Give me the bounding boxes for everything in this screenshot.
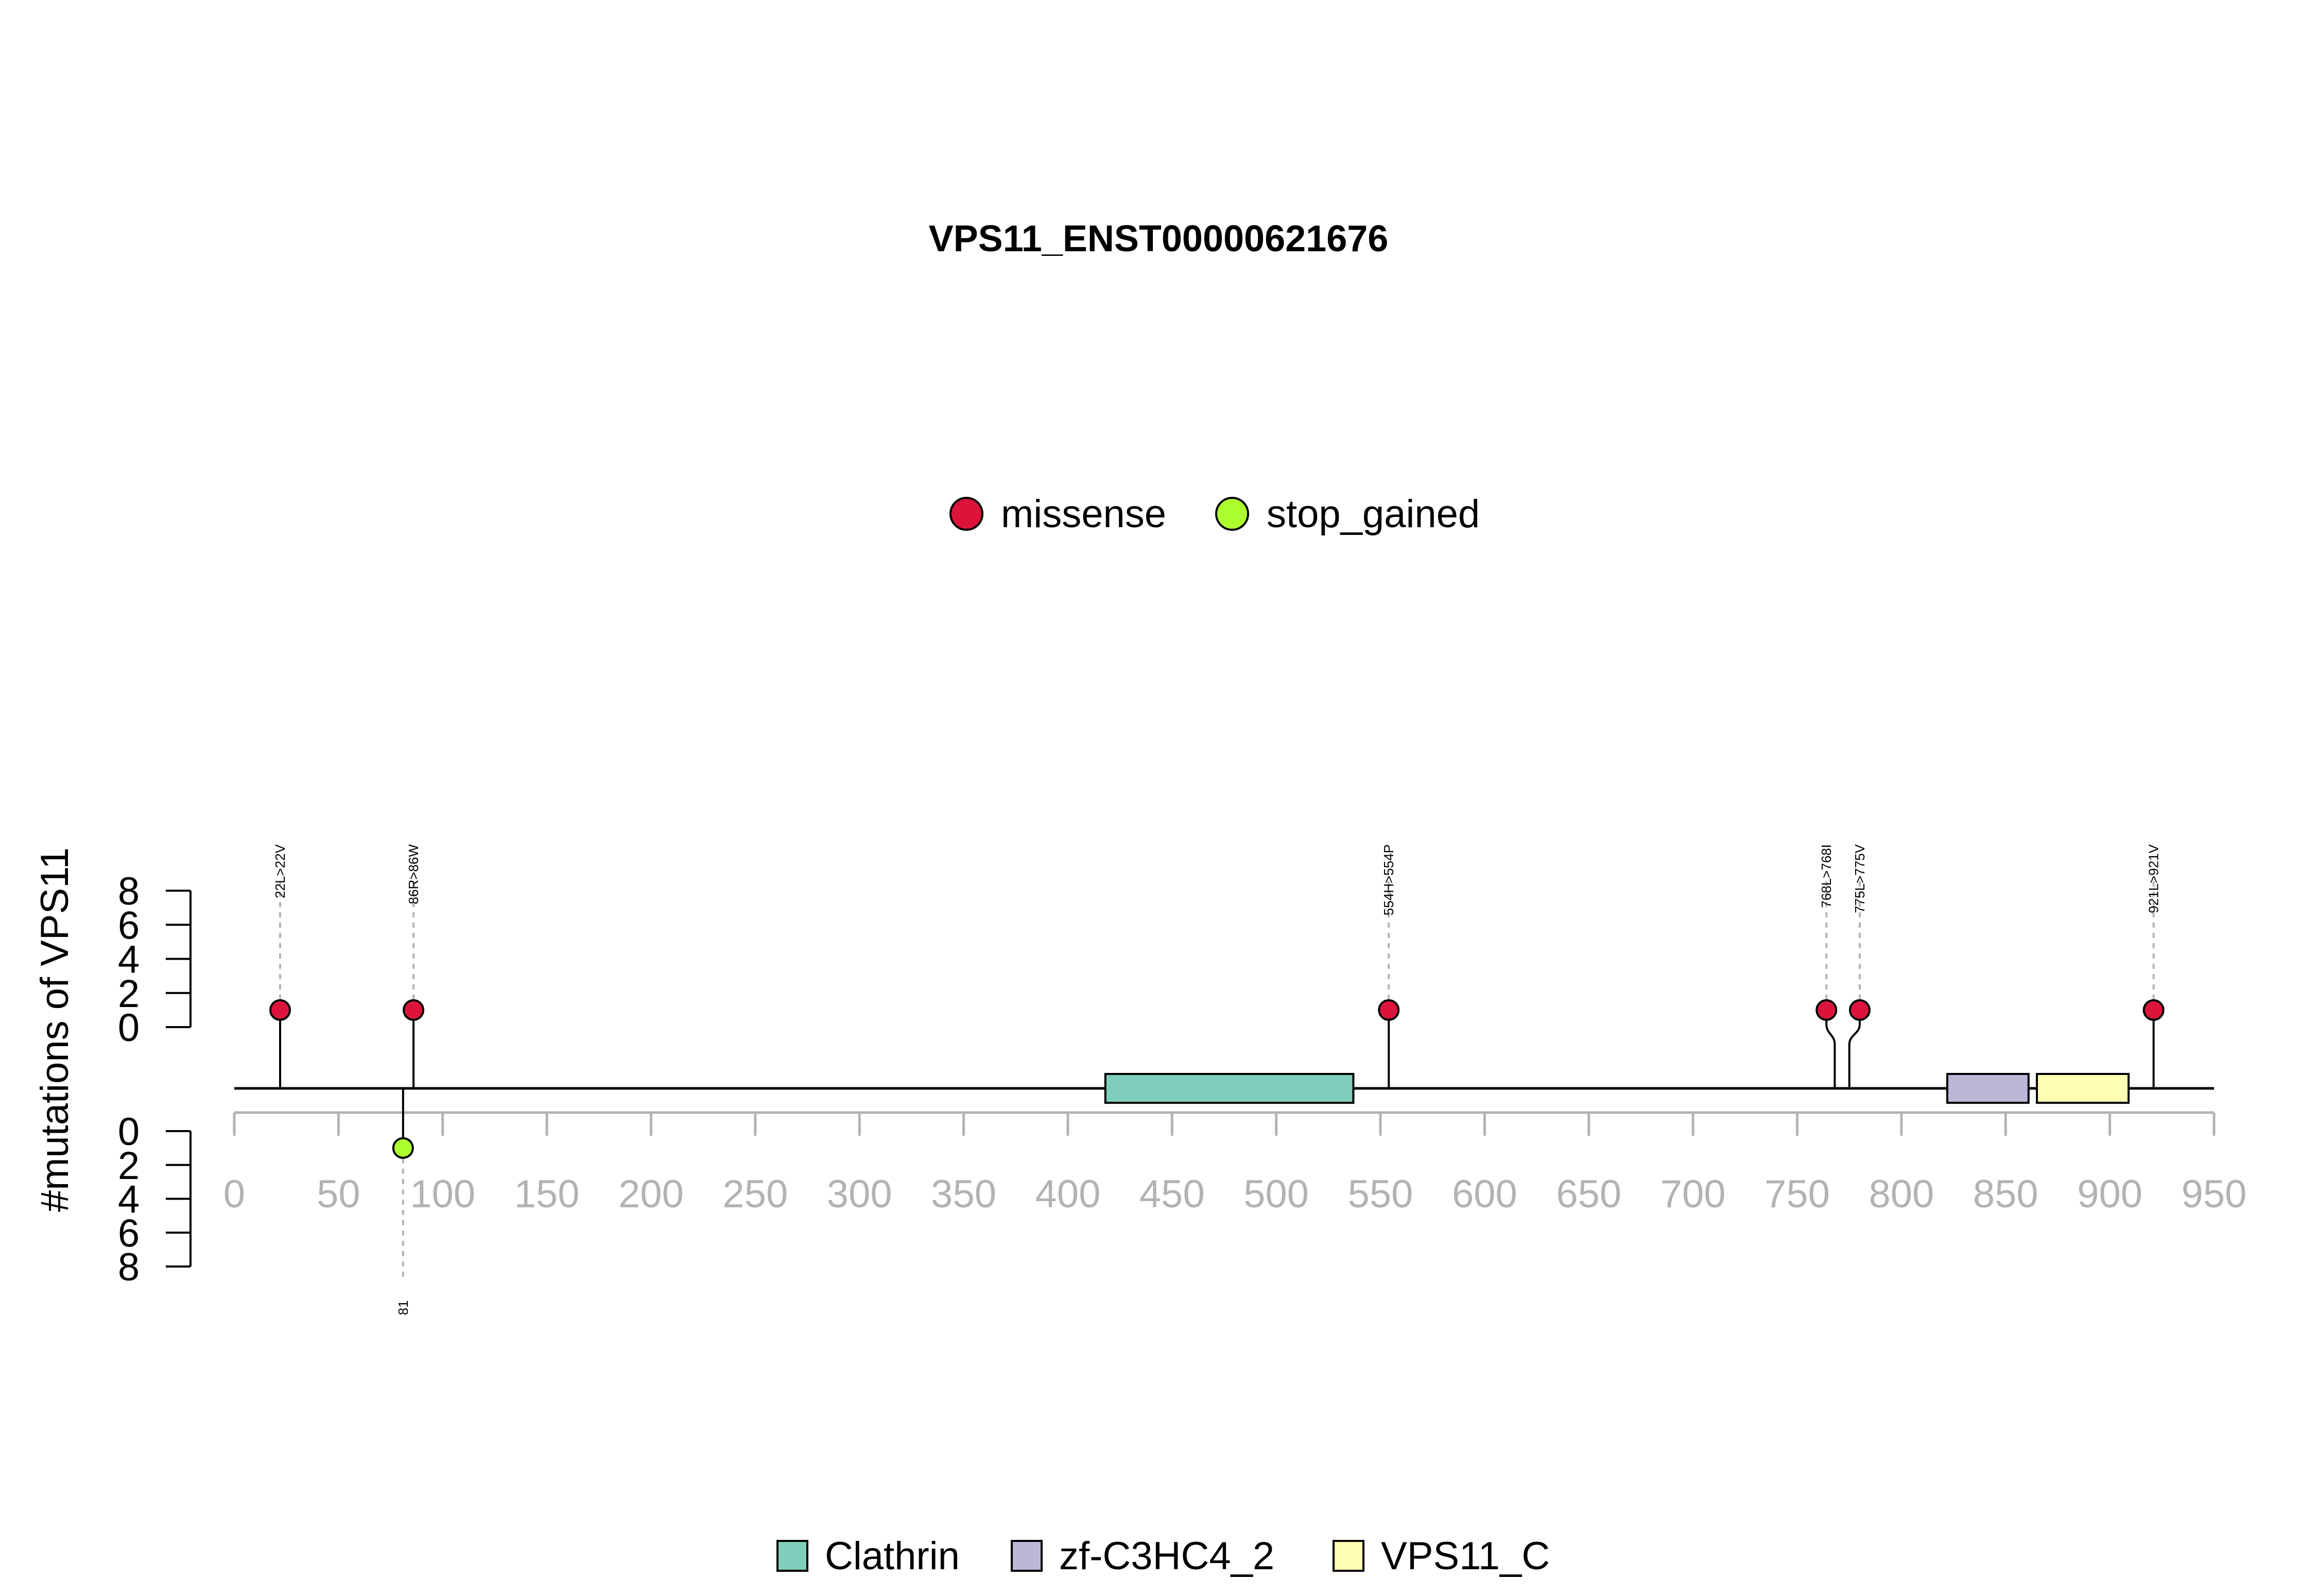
mutation-dot-bottom <box>392 1137 414 1159</box>
x-tick-label: 350 <box>931 1172 996 1216</box>
y-tick-label-bottom: 2 <box>118 1144 140 1188</box>
x-tick-label: 450 <box>1139 1172 1205 1216</box>
x-axis: 0 50 100 150 200 250 300 350 400 450 500 550 600 650 7… <box>223 1111 2247 1216</box>
y-tick-label-top: 6 <box>118 904 140 947</box>
y-axis-label: #mutations of VPS11 <box>33 847 77 1212</box>
x-tick-label: 850 <box>1973 1172 2038 1216</box>
mutation-dot <box>403 999 425 1021</box>
mutation-dot <box>269 999 291 1021</box>
y-tick-label-bottom: 0 <box>118 1110 140 1154</box>
legend-domain-label: zf-C3HC4_2 <box>1059 1534 1274 1578</box>
legend-domain-label: VPS11_C <box>1381 1534 1550 1578</box>
domains <box>1104 1073 2130 1104</box>
legend-mutation-dot <box>1215 497 1249 531</box>
x-tick-label: 550 <box>1348 1172 1413 1216</box>
x-tick-label: 800 <box>1869 1172 1934 1216</box>
mutations-top: 22L>22V 86R>86W 554H>554P 768L>768I 775L>775… <box>269 844 2165 1088</box>
mutation-label-bottom: 81 <box>395 1300 411 1315</box>
mutation-dot <box>1848 999 1871 1021</box>
mutation-stem <box>1848 1010 1861 1088</box>
x-tick-label: 200 <box>618 1172 684 1216</box>
mutation-stem <box>1825 1010 1836 1088</box>
x-tick-label: 750 <box>1765 1172 1830 1216</box>
x-tick-label: 950 <box>2182 1172 2247 1216</box>
mutation-dot <box>1378 999 1400 1021</box>
x-tick-label: 0 <box>223 1172 245 1216</box>
x-tick-label: 250 <box>722 1172 788 1216</box>
legend-mutation-dot <box>949 497 983 531</box>
x-tick-label: 300 <box>827 1172 892 1216</box>
mutation-label: 86R>86W <box>406 844 421 905</box>
legend-domain-swatch <box>1333 1540 1364 1572</box>
mutations-bottom: 81 <box>392 1088 414 1315</box>
legend-mutation-label: missense <box>1001 492 1166 536</box>
domain-legend: Clathrin zf-C3HC4_2 VPS11_C <box>776 1534 1550 1578</box>
x-tick-label: 650 <box>1556 1172 1621 1216</box>
domain-vps11-c <box>2035 1073 2130 1104</box>
legend-domain-label: Clathrin <box>825 1534 960 1578</box>
y-tick-label-top: 2 <box>118 972 140 1016</box>
y-tick-label-bottom: 4 <box>118 1178 140 1222</box>
x-tick-label: 600 <box>1452 1172 1517 1216</box>
mutation-label: 554H>554P <box>1381 844 1396 915</box>
x-tick-label: 500 <box>1243 1172 1309 1216</box>
x-tick-label: 400 <box>1035 1172 1101 1216</box>
legend-mutation-label: stop_gained <box>1267 492 1480 536</box>
mutation-label: 775L>775V <box>1852 844 1868 913</box>
mutation-dot <box>2142 999 2165 1021</box>
x-tick-label: 100 <box>410 1172 475 1216</box>
mutation-label: 768L>768I <box>1819 844 1834 908</box>
domain-clathrin <box>1104 1073 1355 1104</box>
y-tick-label-top: 8 <box>118 870 140 913</box>
x-tick-label: 50 <box>317 1172 360 1216</box>
legend-domain-swatch <box>776 1540 808 1572</box>
mutation-label: 22L>22V <box>272 844 288 898</box>
mutation-dot <box>1815 999 1838 1021</box>
y-tick-label-top: 0 <box>118 1006 140 1050</box>
x-tick-label: 150 <box>514 1172 580 1216</box>
legend-domain-swatch <box>1011 1540 1043 1572</box>
y-tick-label-bottom: 6 <box>118 1211 140 1255</box>
mutation-legend: missense stop_gained <box>949 492 1480 536</box>
x-tick-label: 700 <box>1661 1172 1726 1216</box>
domain-zf-c3hc4-2 <box>1946 1073 2030 1104</box>
x-tick-label: 900 <box>2077 1172 2142 1216</box>
y-tick-label-bottom: 8 <box>118 1245 140 1289</box>
chart-title: VPS11_ENST00000621676 <box>929 218 1389 259</box>
y-tick-label-top: 4 <box>118 938 140 982</box>
mutation-label: 921L>921V <box>2146 844 2162 913</box>
